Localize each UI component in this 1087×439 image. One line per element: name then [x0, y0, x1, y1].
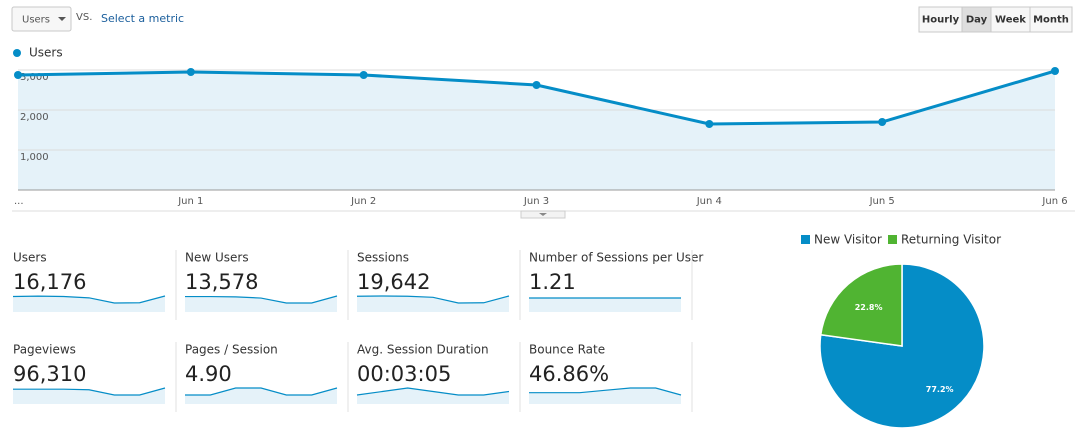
metric-value: 13,578 [185, 270, 258, 294]
sparkline-area [529, 388, 681, 404]
sparkline [356, 387, 510, 396]
metric-value: 1.21 [529, 270, 576, 294]
metric-label: New Users [185, 251, 249, 265]
metric-value: 46.86% [529, 362, 609, 386]
granularity-button-label: Day [966, 15, 988, 26]
data-point [878, 118, 887, 126]
x-tick-label: Jun 5 [869, 196, 895, 207]
granularity-button[interactable] [918, 6, 963, 33]
metric-dropdown-label: Users [22, 15, 50, 26]
sparkline-area [13, 388, 165, 404]
collapse-caret [539, 213, 547, 216]
metric-value: 16,176 [13, 270, 86, 294]
x-tick-label: Jun 2 [350, 196, 376, 207]
pie-label: 22.8% [855, 303, 883, 312]
sparkline [12, 295, 166, 304]
granularity-button[interactable] [1029, 6, 1073, 33]
sparkline-area [357, 388, 509, 404]
metric-label: Avg. Session Duration [357, 343, 489, 357]
data-point [14, 71, 22, 79]
data-point [359, 71, 368, 79]
sparkline-area [13, 296, 165, 312]
y-tick-label: 2,000 [20, 112, 49, 123]
dropdown-caret [58, 17, 66, 21]
y-tick-label: 1,000 [20, 152, 49, 163]
metric-value: 96,310 [13, 362, 86, 386]
legend-swatch [13, 49, 21, 57]
granularity-button-label: Hourly [922, 15, 960, 26]
data-point [186, 68, 195, 76]
granularity-button-label: Week [995, 15, 1026, 26]
metric-label: Number of Sessions per User [529, 251, 703, 265]
data-point [532, 81, 541, 89]
metric-value: 4.90 [185, 362, 232, 386]
x-tick-label: Jun 6 [1041, 196, 1067, 207]
area-fill [18, 71, 1055, 190]
granularity-button[interactable] [961, 6, 992, 33]
metric-value: 19,642 [357, 270, 430, 294]
sparkline-area [185, 388, 337, 404]
legend-swatch [888, 235, 897, 244]
sparkline [185, 295, 338, 304]
data-point [1051, 67, 1059, 75]
metric-label: Users [13, 251, 47, 265]
x-tick-label: ... [14, 196, 24, 207]
legend-label: Users [29, 46, 63, 60]
sparkline [185, 387, 338, 396]
y-tick-label: 3,000 [20, 72, 49, 83]
metric-dropdown[interactable] [11, 6, 72, 32]
sparkline [13, 387, 166, 396]
sparkline [529, 387, 682, 396]
metric-value: 00:03:05 [357, 362, 451, 386]
x-tick-label: Jun 3 [523, 196, 549, 207]
granularity-button-label: Month [1033, 15, 1069, 26]
sparkline-area [357, 296, 509, 312]
metric-label: Bounce Rate [529, 343, 605, 357]
sparkline [356, 295, 510, 304]
x-tick-label: Jun 4 [696, 196, 722, 207]
x-tick-label: Jun 1 [177, 196, 203, 207]
vs-label: VS. [76, 12, 92, 23]
granularity-button[interactable] [990, 6, 1031, 33]
pie-label: 77.2% [926, 385, 954, 394]
metric-label: Pageviews [13, 343, 76, 357]
select-metric-link[interactable]: Select a metric [101, 12, 184, 25]
metric-label: Sessions [357, 251, 409, 265]
legend-label: New Visitor [814, 233, 882, 247]
legend-swatch [801, 235, 810, 244]
data-point [705, 120, 714, 128]
sparkline-area [529, 298, 681, 312]
legend-label: Returning Visitor [901, 233, 1001, 247]
pie-slice [819, 263, 903, 347]
metric-label: Pages / Session [185, 343, 278, 357]
sparkline-area [185, 296, 337, 312]
